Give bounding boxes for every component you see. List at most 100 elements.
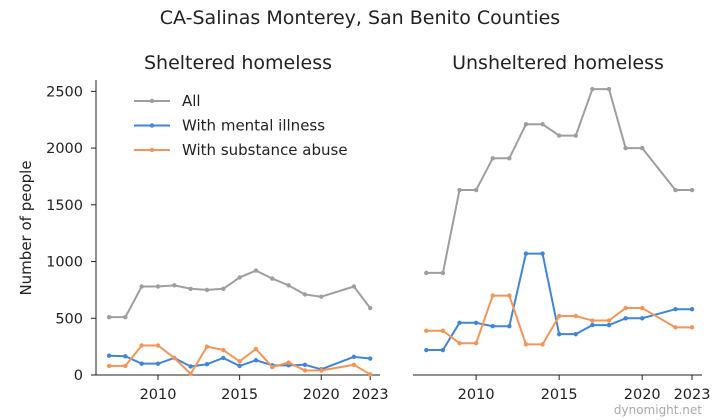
data-point-with-substance-abuse (253, 346, 259, 352)
y-tick-label: 2500 (46, 84, 83, 100)
data-point-with-mental-illness (623, 316, 628, 321)
data-point-all (172, 283, 177, 288)
data-point-all (319, 294, 324, 299)
data-point-with-mental-illness (123, 354, 128, 359)
data-point-with-substance-abuse (623, 305, 628, 311)
data-point-with-mental-illness (556, 331, 562, 337)
data-point-all (221, 286, 226, 291)
panel-sheltered: Sheltered homeless Number of people 0 500… (17, 52, 389, 403)
data-point-all (368, 305, 373, 311)
legend-label-all: All (182, 92, 201, 110)
y-tick-label: 2000 (46, 141, 83, 157)
data-point-all (623, 145, 628, 151)
legend-marker-all (149, 98, 155, 104)
x-tick-label: 2015 (221, 387, 258, 403)
data-point-with-substance-abuse (319, 368, 324, 373)
data-point-all (523, 122, 529, 127)
data-point-with-substance-abuse (573, 313, 578, 319)
series-line-with-mental-illness (109, 354, 371, 371)
data-point-all (204, 287, 210, 293)
data-point-with-mental-illness (689, 306, 695, 312)
data-point-with-mental-illness (540, 251, 545, 256)
data-point-with-mental-illness (507, 324, 512, 329)
plot-area (424, 86, 695, 353)
data-point-with-substance-abuse (270, 364, 275, 370)
data-point-all (573, 133, 578, 138)
data-point-with-substance-abuse (540, 342, 545, 347)
x-tick-label: 2020 (624, 387, 661, 403)
data-point-with-substance-abuse (139, 343, 144, 348)
data-point-all (590, 86, 595, 92)
data-point-with-mental-illness (424, 347, 429, 353)
data-point-with-mental-illness (606, 322, 612, 328)
data-point-with-substance-abuse (123, 363, 128, 369)
y-axis-label: Number of people (17, 160, 35, 295)
series-line-with-substance-abuse (109, 344, 371, 376)
y-ticks: 0 500 1000 1500 2000 2500 (46, 84, 96, 384)
legend-marker-with-mental-illness (149, 123, 155, 128)
data-point-with-substance-abuse (424, 328, 429, 333)
data-point-with-substance-abuse (689, 325, 695, 330)
series-line-all (426, 88, 693, 274)
x-tick-label: 2023 (674, 387, 711, 403)
data-point-with-mental-illness (523, 251, 529, 256)
data-point-with-substance-abuse (286, 360, 291, 365)
data-point-all (457, 187, 462, 193)
data-point-with-mental-illness (139, 361, 144, 366)
y-tick-label: 1500 (46, 198, 83, 214)
data-point-all (424, 270, 429, 276)
data-point-with-substance-abuse (490, 293, 495, 298)
data-point-with-mental-illness (155, 361, 161, 366)
data-point-with-substance-abuse (523, 342, 529, 347)
data-point-with-mental-illness (204, 362, 210, 367)
data-point-with-mental-illness (457, 320, 462, 326)
legend-label-with-mental-illness: With mental illness (182, 117, 325, 135)
data-point-with-substance-abuse (237, 359, 242, 364)
watermark: dynomight.net (614, 403, 702, 417)
data-point-all (188, 286, 193, 291)
x-tick-label: 2010 (140, 387, 177, 403)
legend-label-with-substance-abuse: With substance abuse (182, 141, 348, 159)
data-point-all (286, 283, 291, 288)
data-point-with-substance-abuse (204, 344, 210, 349)
data-point-with-mental-illness (640, 316, 645, 321)
x-tick-label: 2015 (541, 387, 578, 403)
data-point-with-mental-illness (490, 324, 495, 329)
panel-title-sheltered: Sheltered homeless (144, 52, 332, 74)
panel-unsheltered: Unsheltered homeless 2010 2015 2020 2023 (413, 52, 710, 403)
data-point-with-substance-abuse (351, 362, 357, 367)
data-point-with-substance-abuse (440, 328, 446, 333)
data-point-with-mental-illness (237, 363, 242, 369)
data-point-with-substance-abuse (640, 305, 645, 311)
data-point-with-substance-abuse (556, 313, 562, 319)
series-line-with-substance-abuse (426, 294, 693, 346)
x-ticks: 2010 2015 2020 2023 (458, 375, 711, 403)
data-point-all (640, 145, 645, 151)
data-point-with-mental-illness (351, 354, 357, 360)
data-point-all (540, 122, 545, 127)
data-point-with-substance-abuse (155, 343, 161, 348)
data-point-with-mental-illness (221, 355, 226, 361)
data-point-all (155, 284, 161, 289)
data-point-with-mental-illness (106, 353, 112, 358)
data-point-with-mental-illness (573, 331, 578, 337)
data-point-all (237, 275, 242, 280)
data-point-all (270, 276, 275, 281)
data-point-with-substance-abuse (590, 318, 595, 323)
x-tick-label: 2020 (303, 387, 340, 403)
data-point-all (473, 187, 479, 193)
data-point-with-mental-illness (302, 362, 308, 367)
data-point-with-substance-abuse (188, 371, 193, 377)
data-point-with-mental-illness (473, 320, 479, 326)
y-tick-label: 1000 (46, 255, 83, 271)
y-tick-label: 500 (55, 311, 83, 327)
data-point-with-substance-abuse (221, 347, 226, 353)
data-point-with-substance-abuse (172, 355, 177, 361)
x-ticks: 2010 2015 2020 2023 (140, 375, 389, 403)
data-point-all (440, 270, 446, 276)
x-tick-label: 2010 (458, 387, 495, 403)
panel-title-unsheltered: Unsheltered homeless (452, 52, 664, 74)
data-point-with-mental-illness (440, 347, 446, 353)
data-point-with-substance-abuse (606, 318, 612, 323)
